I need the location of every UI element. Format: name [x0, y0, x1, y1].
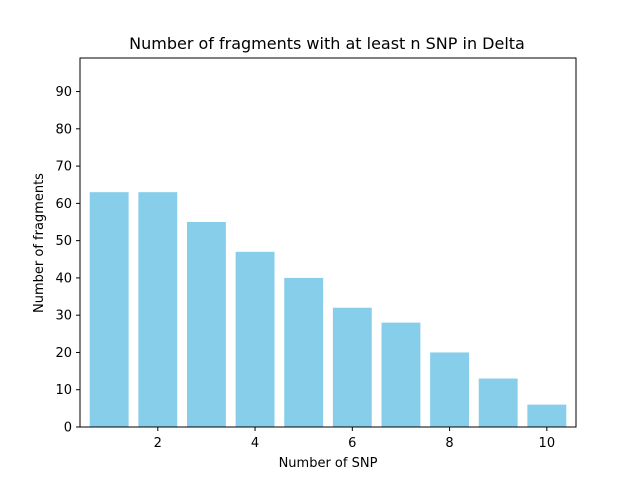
y-tick-label: 80 [55, 122, 72, 137]
y-tick-label: 50 [55, 234, 72, 249]
x-tick-label: 4 [251, 436, 259, 451]
x-tick-label: 6 [348, 436, 356, 451]
bar-8 [430, 352, 470, 427]
bars-group [89, 192, 567, 427]
bar-9 [478, 378, 518, 427]
x-axis-label: Number of SNP [279, 456, 378, 471]
bar-5 [284, 277, 324, 427]
y-tick-label: 10 [55, 383, 72, 398]
bar-1 [89, 192, 129, 427]
bar-3 [186, 222, 226, 427]
x-tick-label: 8 [445, 436, 453, 451]
bar-2 [138, 192, 178, 427]
bar-6 [332, 307, 372, 427]
plot-area-frame [79, 57, 577, 428]
bar-10 [527, 404, 567, 427]
chart-title: Number of fragments with at least n SNP … [129, 34, 525, 53]
bar-7 [381, 322, 421, 427]
y-tick-label: 30 [55, 309, 72, 324]
y-tick-label: 20 [55, 346, 72, 361]
bar-4 [235, 251, 275, 427]
y-tick-label: 40 [55, 271, 72, 286]
y-tick-label: 90 [55, 85, 72, 100]
y-tick-label: 70 [55, 160, 72, 175]
x-axis: 2 4 6 8 10 [154, 427, 555, 451]
y-tick-label: 0 [64, 421, 72, 436]
y-tick-label: 60 [55, 197, 72, 212]
y-axis: 0 10 20 30 40 50 60 70 80 90 [55, 85, 80, 436]
y-axis-label: Number of fragments [32, 173, 47, 313]
x-tick-label: 2 [154, 436, 162, 451]
x-tick-label: 10 [539, 436, 556, 451]
